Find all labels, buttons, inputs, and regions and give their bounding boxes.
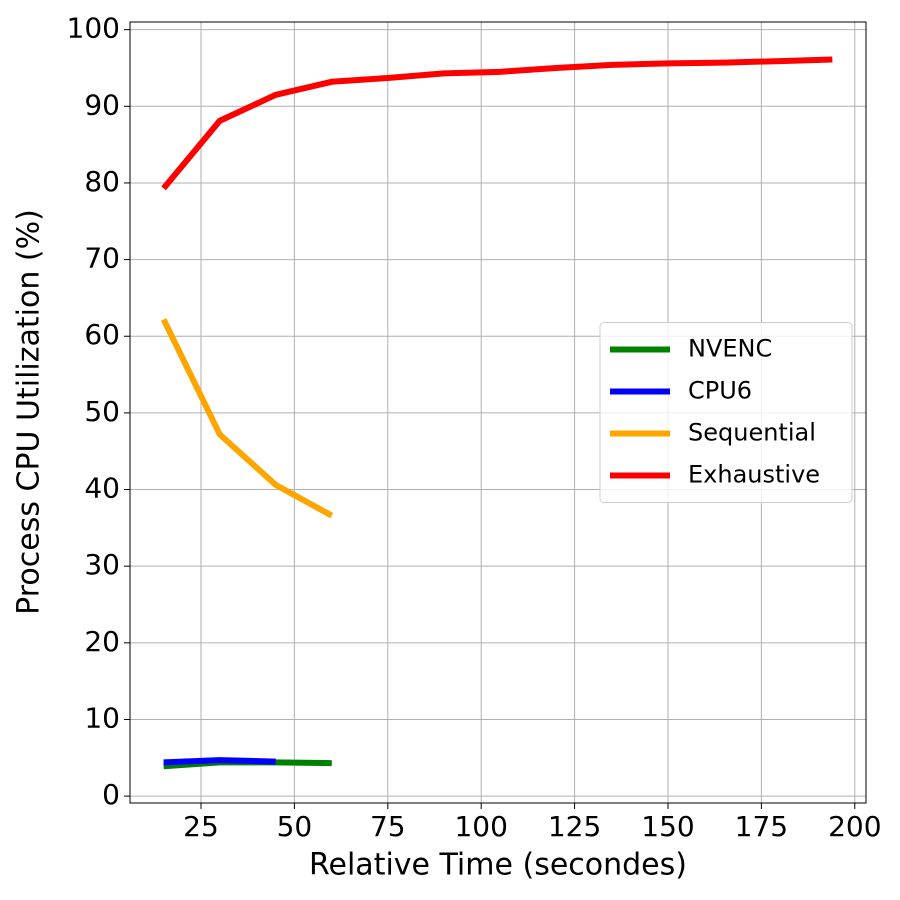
plot-frame xyxy=(129,21,867,804)
x-tick-label: 175 xyxy=(735,810,788,843)
line xyxy=(161,56,833,191)
legend-label: CPU6 xyxy=(688,377,752,405)
legend: NVENC CPU6 Sequential Exhaustive xyxy=(599,322,853,503)
x-tick-label: 75 xyxy=(370,810,406,843)
y-tick-label: 90 xyxy=(84,88,120,121)
y-tick-label: 30 xyxy=(84,548,120,581)
x-tick-label: 200 xyxy=(828,810,881,843)
y-tick-label: 40 xyxy=(84,472,120,505)
line xyxy=(160,318,334,519)
y-tick-label: 60 xyxy=(84,318,120,351)
y-tick-label: 70 xyxy=(84,242,120,275)
x-tick-label: 150 xyxy=(641,810,694,843)
x-axis-label: Relative Time (secondes) xyxy=(309,848,687,883)
legend-box xyxy=(599,322,853,503)
y-tick-label: 50 xyxy=(84,395,120,428)
legend-label: Sequential xyxy=(688,419,816,447)
y-tick-label: 80 xyxy=(84,165,120,198)
y-tick-label: 0 xyxy=(102,778,120,811)
y-tick-label: 100 xyxy=(67,12,120,45)
x-tick-label: 100 xyxy=(454,810,507,843)
x-tick-label: 125 xyxy=(548,810,601,843)
x-tick-label: 50 xyxy=(277,810,313,843)
y-axis-label: Process CPU Utilization (%) xyxy=(12,209,47,615)
x-tick-label: 25 xyxy=(183,810,219,843)
line xyxy=(163,757,276,766)
y-tick-label: 10 xyxy=(84,701,120,734)
legend-label: NVENC xyxy=(688,335,772,363)
y-tick-label: 20 xyxy=(84,625,120,658)
legend-label: Exhaustive xyxy=(688,461,820,489)
